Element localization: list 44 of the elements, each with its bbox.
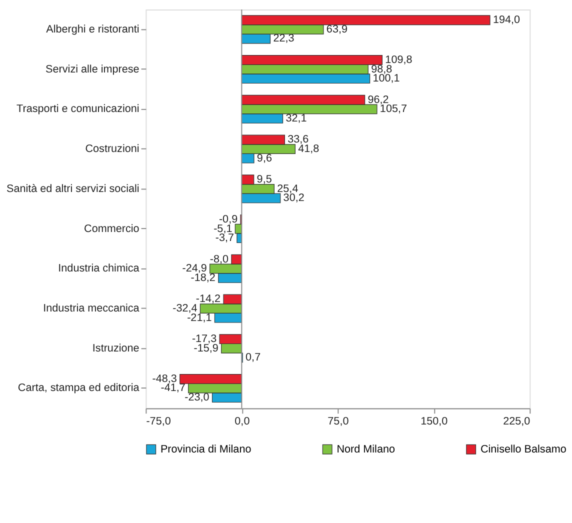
y-tick-label: Servizi alle imprese xyxy=(46,63,140,76)
data-label: 9,5 xyxy=(256,174,272,186)
x-tick-label: -75,0 xyxy=(146,415,171,428)
legend-label: Nord Milano xyxy=(336,443,395,456)
data-label: 98,8 xyxy=(371,63,392,76)
data-label: 63,9 xyxy=(326,23,348,36)
legend-label: Cinisello Balsamo xyxy=(480,443,566,456)
data-label: -5,1 xyxy=(214,222,232,235)
data-label: -21,1 xyxy=(187,312,212,324)
legend-label: Provincia di Milano xyxy=(160,443,252,456)
data-label: -0,9 xyxy=(218,213,238,226)
data-label: 100,1 xyxy=(372,72,400,85)
data-label: 96,2 xyxy=(368,94,389,106)
data-label: 105,7 xyxy=(380,103,407,116)
data-label: 0,7 xyxy=(246,352,261,364)
data-label: -48,3 xyxy=(152,372,177,385)
y-tick-label: Industria chimica xyxy=(58,262,140,275)
y-tick-label: Industria meccanica xyxy=(43,302,140,314)
data-label: -3,7 xyxy=(215,232,234,244)
data-label: -23,0 xyxy=(184,392,210,404)
y-tick-label: Alberghi e ristoranti xyxy=(46,23,140,36)
y-tick-label: Costruzioni xyxy=(85,143,140,156)
data-label: -41,7 xyxy=(160,382,186,394)
x-tick-label: 75,0 xyxy=(328,415,349,428)
data-label: 32,1 xyxy=(286,112,307,124)
x-tick-label: 225,0 xyxy=(503,415,530,428)
y-tick-label: Sanità ed altri servizi sociali xyxy=(6,182,140,195)
y-tick-label: Trasporti e comunicazioni xyxy=(16,103,140,116)
y-tick-label: Istruzione xyxy=(92,342,140,354)
y-tick-label: Carta, stampa ed editoria xyxy=(18,382,140,394)
data-label: -14,2 xyxy=(196,293,221,306)
data-label: 25,4 xyxy=(277,182,298,195)
data-label: 22,3 xyxy=(273,32,294,45)
data-label: 109,8 xyxy=(385,54,412,66)
data-label: -32,4 xyxy=(172,302,198,314)
x-tick-label: 0,0 xyxy=(234,415,250,428)
x-tick-label: 150,0 xyxy=(420,415,448,428)
y-tick-label: Commercio xyxy=(84,222,140,235)
data-label: 30,2 xyxy=(283,192,304,204)
data-label: 41,8 xyxy=(298,143,320,156)
data-label: 9,6 xyxy=(256,152,272,164)
data-label: -8,0 xyxy=(210,253,229,266)
data-label: 194,0 xyxy=(492,14,520,26)
data-label: 33,6 xyxy=(288,134,309,146)
